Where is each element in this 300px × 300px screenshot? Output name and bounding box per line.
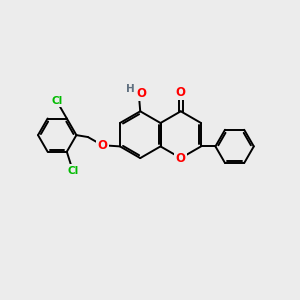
- Text: O: O: [136, 86, 146, 100]
- Text: O: O: [176, 85, 186, 99]
- Text: Cl: Cl: [68, 166, 79, 176]
- Text: O: O: [176, 152, 186, 165]
- Text: Cl: Cl: [51, 95, 63, 106]
- Text: H: H: [126, 83, 135, 94]
- Text: O: O: [98, 139, 107, 152]
